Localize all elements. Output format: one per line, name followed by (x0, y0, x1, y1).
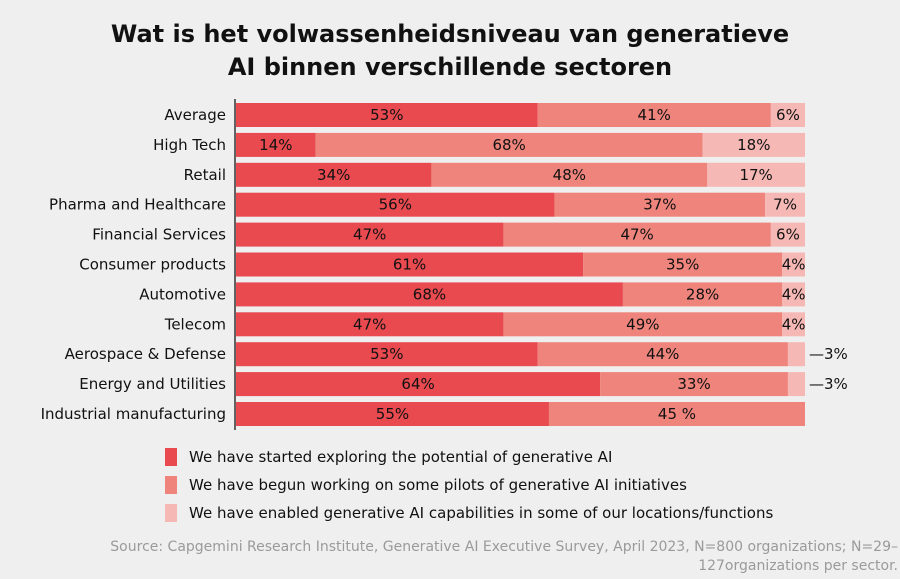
data-label: —3% (809, 345, 848, 363)
bar-segment (782, 252, 805, 277)
data-label: 49% (626, 315, 659, 333)
data-label: 48% (553, 166, 586, 184)
data-label: —3% (809, 375, 848, 393)
data-label: 33% (677, 375, 710, 393)
data-label: 47% (353, 315, 386, 333)
category-label: Consumer products (79, 256, 226, 274)
legend-label: We have begun working on some pilots of … (189, 476, 687, 494)
legend-item-exploring: We have started exploring the potential … (165, 443, 773, 471)
data-label: 6% (776, 226, 800, 244)
bar-segment (236, 192, 555, 217)
data-label: 4% (782, 256, 806, 274)
data-label: 68% (413, 285, 446, 303)
data-label: 4% (782, 285, 806, 303)
data-label: 37% (643, 196, 676, 214)
category-label: Automotive (139, 285, 226, 303)
data-label: 68% (492, 136, 525, 154)
bar-segment (548, 402, 805, 426)
data-label: 35% (666, 256, 699, 274)
data-label: 17% (739, 166, 772, 184)
data-label: 6% (776, 106, 800, 124)
chart-title-line-1: Wat is het volwassenheidsniveau van gene… (110, 20, 790, 48)
bar-segment (600, 372, 788, 397)
data-label: 14% (259, 136, 292, 154)
bar-segment (236, 402, 549, 426)
bar-segment (236, 162, 432, 187)
legend-swatch (165, 476, 177, 494)
data-label: 55% (376, 405, 409, 423)
bar-segment (315, 132, 703, 157)
bar-segment (236, 282, 623, 307)
bar-segment (537, 103, 771, 127)
bar-segment (782, 282, 805, 307)
data-label: 47% (353, 226, 386, 244)
legend-label: We have enabled generative AI capabiliti… (189, 504, 774, 522)
bar-segment (431, 162, 708, 187)
bar-segment (503, 222, 771, 247)
data-label: 53% (370, 345, 403, 363)
category-label: Telecom (164, 315, 226, 333)
legend-swatch (165, 504, 177, 522)
legend-label: We have started exploring the potential … (189, 448, 613, 466)
bar-segment (765, 192, 805, 217)
data-label: 18% (737, 136, 770, 154)
stacked-bar-chart: Average 53% 41% 6% High Tech 14% 68% 18% Retail 3… (41, 99, 848, 430)
data-label: 28% (686, 285, 719, 303)
bar-segment (537, 342, 788, 367)
legend-item-enabled: We have enabled generative AI capabiliti… (165, 499, 773, 527)
legend-swatch (165, 448, 177, 466)
category-label: Aerospace & Defense (65, 345, 226, 363)
chart-title: Wat is het volwassenheidsniveau van gene… (0, 18, 900, 84)
data-label: 4% (782, 315, 806, 333)
data-label: 7% (773, 196, 797, 214)
bar-segment (770, 222, 805, 247)
data-label: 45 % (658, 405, 696, 423)
bar-segment (236, 222, 504, 247)
data-label: 61% (393, 256, 426, 274)
bar-segment (583, 252, 783, 277)
bar-segment (503, 312, 783, 337)
data-label: 34% (317, 166, 350, 184)
data-label: 47% (620, 226, 653, 244)
bar-segment (554, 192, 766, 217)
bar-segment (236, 103, 538, 127)
bar-segment (236, 342, 538, 367)
bar-segment (702, 132, 805, 157)
data-label: 64% (401, 375, 434, 393)
category-label: Retail (184, 166, 226, 184)
category-label: Pharma and Healthcare (49, 196, 226, 214)
source-note: Source: Capgemini Research Institute, Ge… (110, 539, 898, 574)
category-label: Financial Services (92, 226, 226, 244)
bar-segment (622, 282, 783, 307)
chart-title-line-2: AI binnen verschillende sectoren (227, 53, 673, 81)
data-label: 53% (370, 106, 403, 124)
bar-segment (236, 132, 316, 157)
category-label: Industrial manufacturing (41, 405, 226, 423)
bar-segment (236, 252, 584, 277)
bar-segment (782, 312, 805, 337)
bar-segment (787, 372, 805, 397)
category-label: High Tech (153, 136, 226, 154)
bar-segment (770, 103, 805, 127)
bar-segment (707, 162, 805, 187)
bar-segment (236, 372, 601, 397)
data-label: 56% (379, 196, 412, 214)
legend: We have started exploring the potential … (165, 443, 773, 527)
category-label: Energy and Utilities (79, 375, 226, 393)
bar-segment (236, 312, 504, 337)
legend-item-pilots: We have begun working on some pilots of … (165, 471, 773, 499)
data-label: 41% (638, 106, 671, 124)
data-label: 44% (646, 345, 679, 363)
category-label: Average (164, 106, 226, 124)
bar-segment (787, 342, 805, 367)
